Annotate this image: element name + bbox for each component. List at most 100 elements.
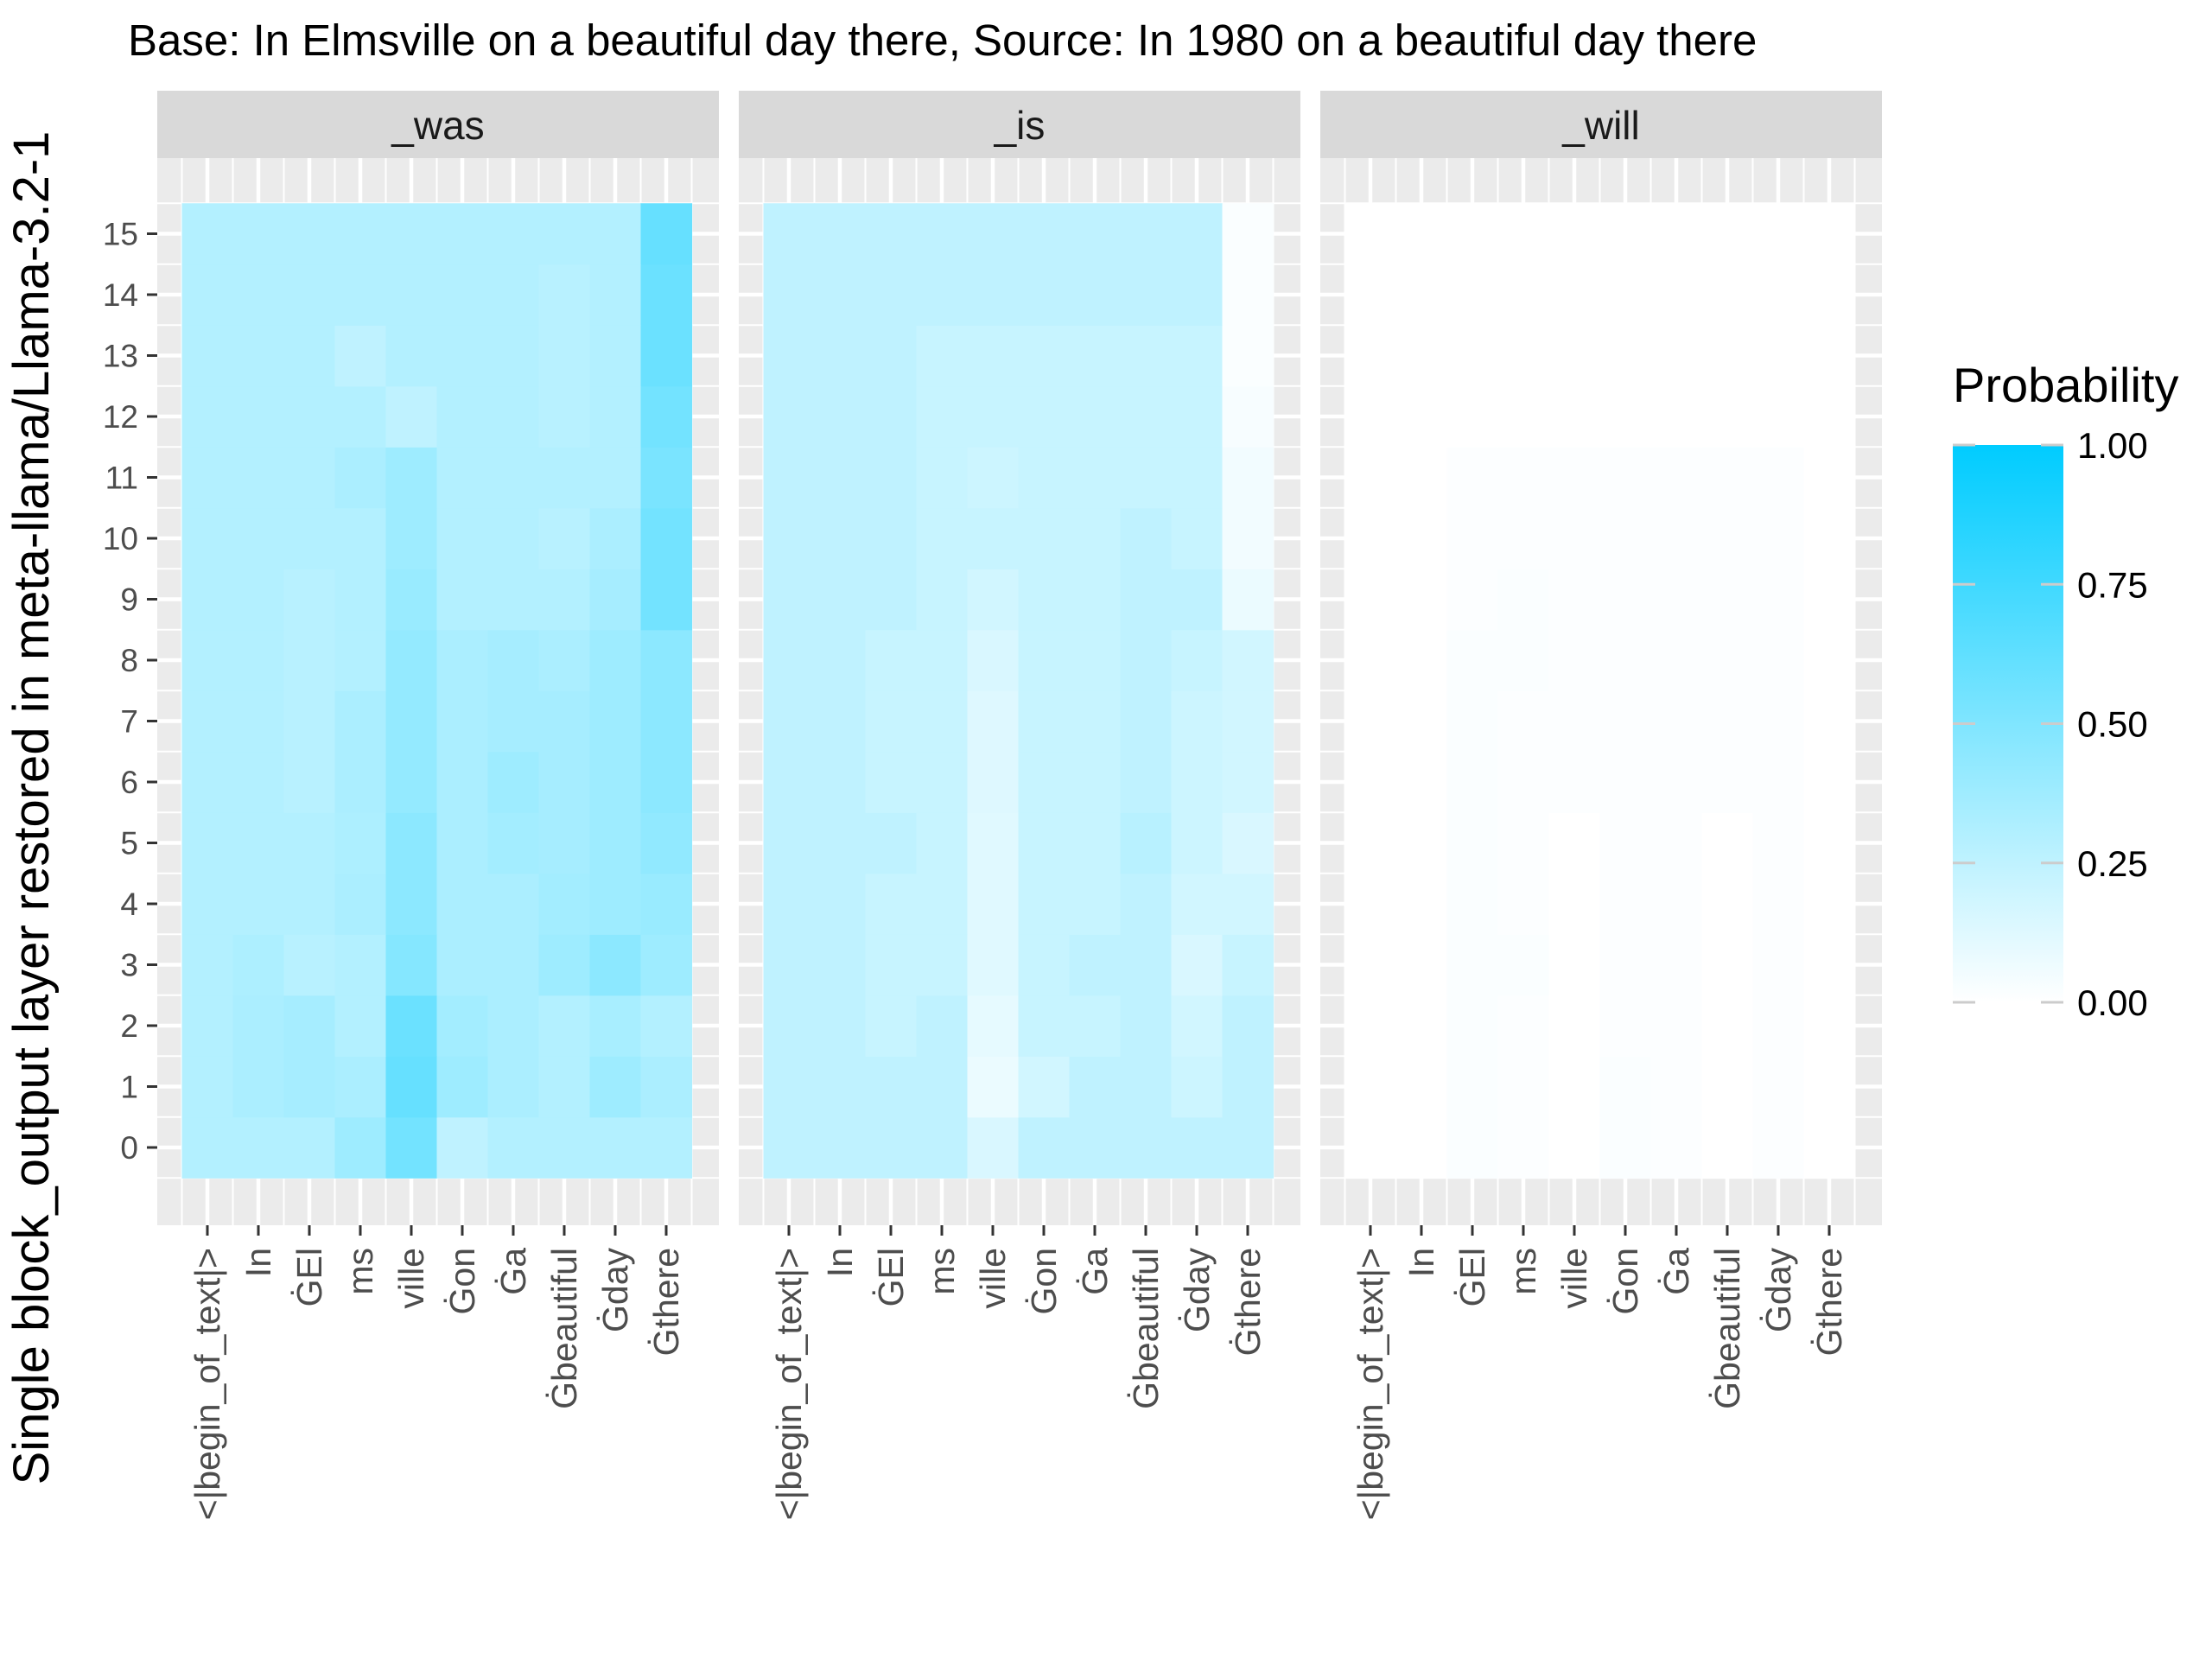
heatmap-cell [1803,995,1856,1057]
heatmap-cell [1018,507,1071,569]
x-tick-label: Ġday [1758,1248,1798,1332]
heatmap-cell [1446,629,1499,691]
heatmap-cell [1701,203,1754,265]
heatmap-cell [538,1056,591,1118]
heatmap-cell [1701,690,1754,753]
x-tick-label: <|begin_of_text|> [1351,1248,1390,1520]
heatmap-cell [181,751,234,813]
heatmap-cell [1446,1056,1499,1118]
heatmap-cell [589,1116,642,1179]
y-tick-label: 8 [120,643,138,678]
heatmap-cell [385,812,438,874]
heatmap-cell [1069,812,1122,874]
heatmap-cell [1222,325,1274,387]
heatmap-cell [1171,873,1224,935]
heatmap-cell [1222,1056,1274,1118]
heatmap-cell [916,385,969,448]
heatmap-cell [1701,629,1754,691]
heatmap-cell [436,934,489,996]
heatmap-cell [181,385,234,448]
heatmap-cell [916,690,969,753]
heatmap-cell [916,812,969,874]
heatmap-cell [1497,629,1550,691]
heatmap-cell [1171,690,1224,753]
heatmap-cell [865,995,918,1057]
facet-strip-label: _will [1561,103,1639,148]
heatmap-cell [487,385,540,448]
x-tick-label: ms [922,1248,962,1295]
heatmap-cell [916,447,969,509]
heatmap-cell [1395,873,1448,935]
heatmap-cell [865,873,918,935]
heatmap-cell [487,1116,540,1179]
heatmap-cell [436,751,489,813]
heatmap-cell [1497,1056,1550,1118]
heatmap-cell [385,264,438,326]
heatmap-cell [1120,812,1173,874]
heatmap-cell [814,629,867,691]
heatmap-cell [1599,934,1652,996]
heatmap-cell [1344,569,1397,631]
heatmap-cell [1222,203,1274,265]
y-tick-label: 10 [103,521,138,556]
heatmap-cell [1069,264,1122,326]
heatmap-cell [1650,385,1703,448]
heatmap-cell [1548,264,1601,326]
heatmap-cell [1344,203,1397,265]
heatmap-cell [385,690,438,753]
heatmap-cell [181,203,234,265]
heatmap-cell [1395,934,1448,996]
heatmap-cell [916,507,969,569]
x-tick-label: Ġon [1024,1248,1064,1315]
heatmap-cell [1752,264,1805,326]
heatmap-cell [916,751,969,813]
heatmap-cell [1171,325,1224,387]
heatmap-cell [865,264,918,326]
heatmap-cell [1599,690,1652,753]
heatmap-cell [1752,569,1805,631]
heatmap-cell [1803,934,1856,996]
heatmap-cell [763,934,816,996]
heatmap-cell [1018,812,1071,874]
heatmap-cell [763,325,816,387]
heatmap-cell [283,447,336,509]
heatmap-cell [640,203,693,265]
heatmap-cell [181,569,234,631]
heatmap-cell [1803,690,1856,753]
heatmap-cell [1120,507,1173,569]
heatmap-cell [181,812,234,874]
heatmap-cell [1650,690,1703,753]
heatmap-cell [538,995,591,1057]
heatmap-cell [1171,264,1224,326]
heatmap-cell [283,569,336,631]
heatmap-cell [181,690,234,753]
heatmap-cell [436,690,489,753]
heatmap-cell [385,934,438,996]
heatmap-cell [763,385,816,448]
heatmap-cell [1446,325,1499,387]
heatmap-cell [1497,690,1550,753]
heatmap-cell [1395,690,1448,753]
heatmap-cell [1752,690,1805,753]
facet-strip [157,91,719,158]
heatmap-cell [1701,569,1754,631]
heatmap-cell [1222,507,1274,569]
heatmap-cell [1548,507,1601,569]
heatmap-cell [1497,812,1550,874]
heatmap-cell [916,1056,969,1118]
heatmap-cell [1497,934,1550,996]
legend-tick-label: 1.00 [2077,425,2148,466]
heatmap-cell [1701,447,1754,509]
heatmap-cell [334,385,387,448]
heatmap-cell [1548,751,1601,813]
heatmap-cell [1018,264,1071,326]
heatmap-cell [763,690,816,753]
heatmap-cell [589,690,642,753]
heatmap-cell [1446,507,1499,569]
heatmap-cell [334,629,387,691]
heatmap-cell [763,995,816,1057]
heatmap-cell [1222,751,1274,813]
heatmap-cell [487,873,540,935]
heatmap-cell [1548,629,1601,691]
